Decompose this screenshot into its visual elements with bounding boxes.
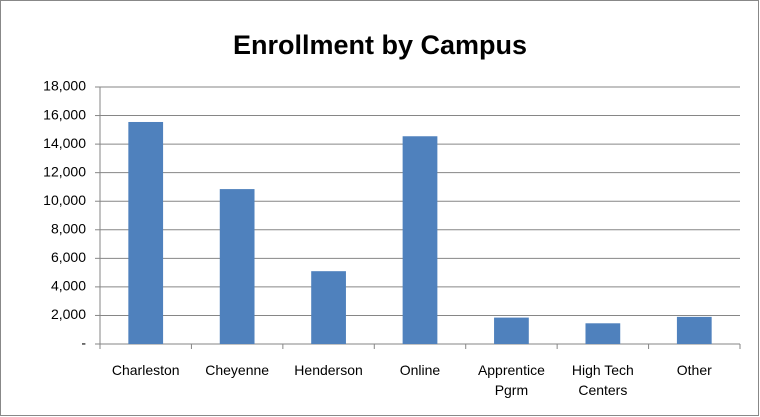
y-tick-label: - — [81, 335, 86, 351]
bar — [311, 271, 346, 344]
y-tick-label: 8,000 — [51, 220, 86, 236]
x-tick-label: High Tech Centers — [571, 362, 634, 398]
bar — [128, 121, 164, 344]
chart-title: Enrollment by Campus — [233, 30, 527, 60]
x-tick-label: Other — [676, 362, 712, 378]
bar — [402, 136, 438, 344]
y-tick-label: 10,000 — [43, 192, 86, 208]
y-tick-label: 14,000 — [43, 135, 86, 151]
y-tick-label: 16,000 — [43, 106, 86, 122]
bar — [219, 189, 255, 344]
y-tick-label: 18,000 — [43, 78, 86, 94]
x-tick-label: Apprentice Pgrm — [477, 362, 545, 398]
x-tick-label: Online — [399, 362, 441, 378]
x-tick-label: Henderson — [294, 362, 363, 378]
y-tick-label: 2,000 — [51, 306, 86, 322]
bar — [676, 316, 712, 344]
bar — [585, 323, 621, 344]
bar — [494, 317, 529, 344]
y-tick-label: 6,000 — [51, 249, 86, 265]
x-tick-label: Cheyenne — [205, 362, 270, 378]
y-tick-label: 4,000 — [51, 278, 86, 294]
x-tick-label: Charleston — [111, 362, 180, 378]
y-tick-label: 12,000 — [43, 163, 86, 179]
